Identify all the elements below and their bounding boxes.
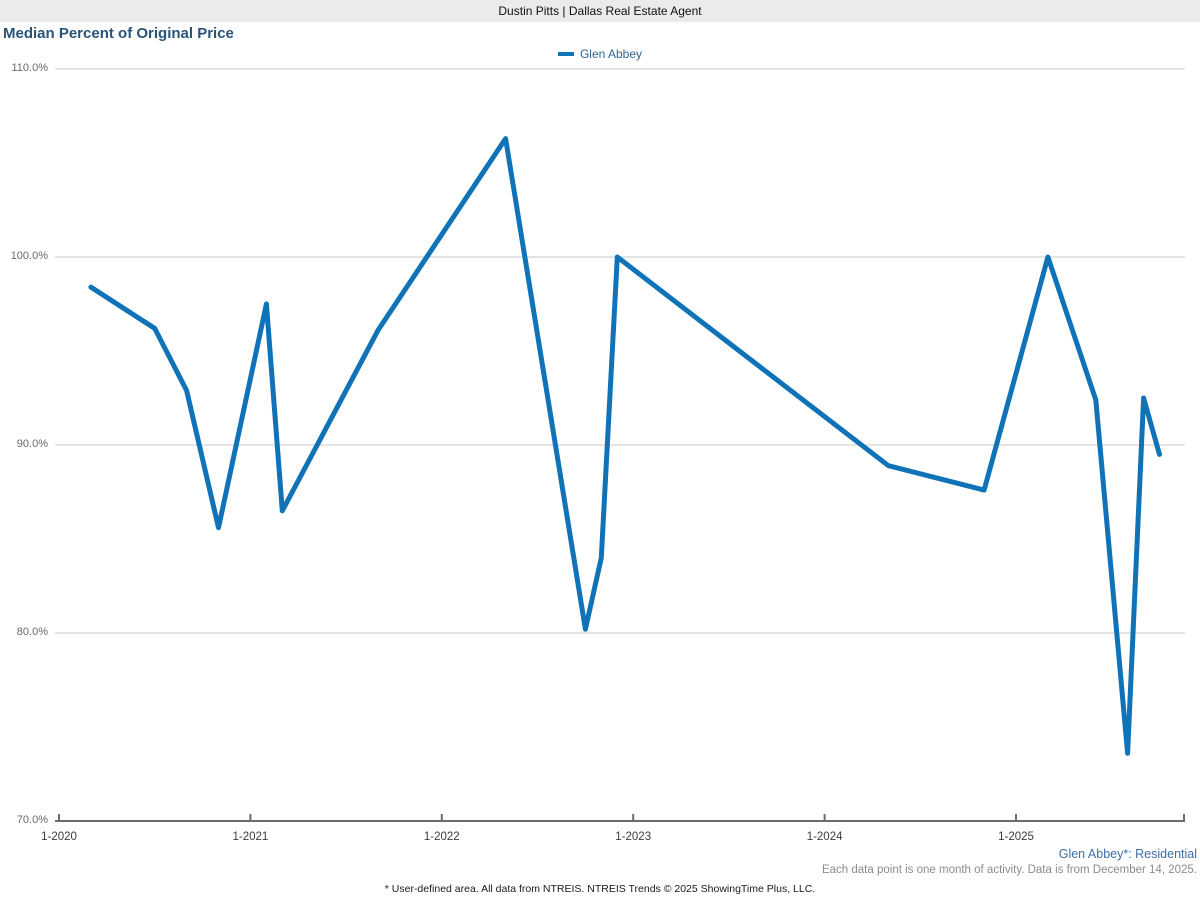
series-line-glen-abbey: [88, 136, 1162, 756]
x-axis-label: 1-2025: [998, 831, 1034, 843]
x-axis-label: 1-2022: [423, 831, 460, 843]
footer-series-note: Glen Abbey*: Residential: [1058, 847, 1197, 861]
x-axis-label: 1-2024: [806, 831, 843, 843]
y-axis-label: 80.0%: [16, 626, 48, 638]
legend-line-swatch: [557, 52, 574, 56]
chart-title: Median Percent of Original Price: [3, 25, 234, 42]
x-axis-label: 1-2021: [232, 831, 269, 843]
x-axis-label: 1-2020: [41, 831, 77, 843]
legend: Glen Abbey: [0, 46, 1200, 62]
header-title: Dustin Pitts | Dallas Real Estate Agent: [498, 4, 702, 18]
y-axis-label: 100.0%: [10, 250, 48, 262]
y-axis-label: 90.0%: [16, 438, 48, 450]
footer-attribution: * User-defined area. All data from NTREI…: [384, 883, 816, 895]
y-axis-label: 110.0%: [11, 62, 49, 74]
footer-data-note: Each data point is one month of activity…: [821, 864, 1197, 876]
y-axis-label: 70.0%: [16, 814, 48, 826]
x-axis-label: 1-2023: [615, 831, 652, 843]
header-bar: Dustin Pitts | Dallas Real Estate Agent: [0, 0, 1200, 22]
legend-label: Glen Abbey: [579, 47, 643, 61]
